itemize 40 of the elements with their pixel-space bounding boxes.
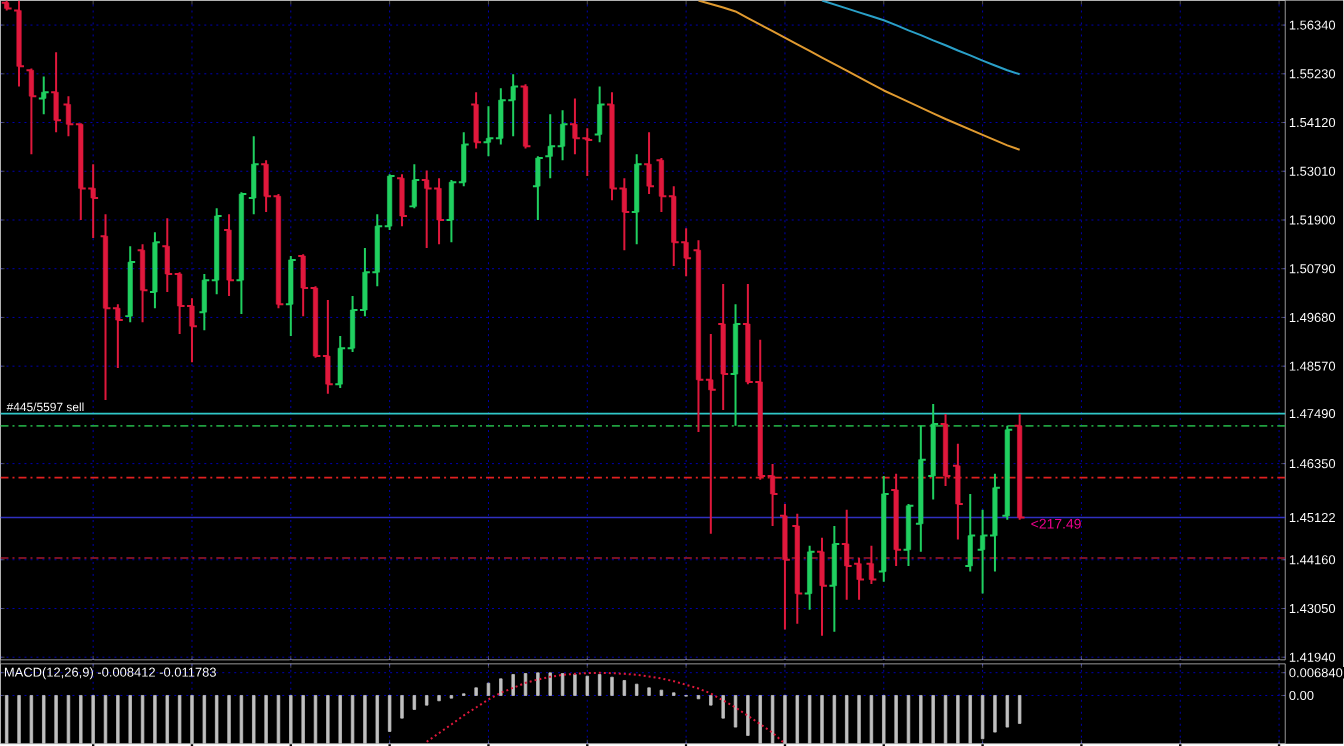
candlestick: [1001, 424, 1014, 521]
candlestick: [865, 544, 878, 585]
candlestick: [717, 282, 730, 411]
candlestick: [853, 556, 865, 601]
candlestick: [124, 245, 137, 323]
candlestick: [284, 254, 297, 337]
candlestick: [593, 85, 606, 143]
candlestick: [0, 0, 13, 12]
candlestick: [136, 242, 149, 323]
candlestick: [803, 544, 816, 611]
candlestick: [890, 472, 903, 567]
candlestick: [148, 231, 161, 309]
candlestick: [927, 402, 940, 501]
candlestick: [25, 67, 38, 155]
candlestick: [37, 75, 50, 115]
candlestick: [408, 162, 421, 209]
candlestick: [729, 302, 742, 427]
candlestick: [531, 155, 544, 221]
candlestick: [964, 492, 977, 573]
candlestick: [951, 442, 964, 541]
candlestick: [914, 424, 927, 553]
candlestick: [840, 508, 853, 601]
candlestick: [877, 474, 890, 583]
candlestick: [791, 512, 804, 625]
candlestick: [519, 83, 532, 150]
candlestick: [1013, 412, 1026, 521]
candlestick: [396, 173, 408, 227]
candlestick: [643, 130, 655, 195]
candlestick: [816, 536, 828, 637]
candlestick: [223, 213, 235, 297]
candlestick: [630, 152, 643, 245]
candlestick: [235, 191, 248, 315]
candlestick: [13, 0, 25, 88]
candlestick: [247, 134, 260, 215]
candlestick: [828, 524, 841, 633]
candlestick: [902, 502, 915, 567]
candlestick: [470, 90, 483, 150]
candlestick: [50, 51, 63, 133]
candlestick: [779, 502, 791, 631]
candlestick: [939, 412, 952, 487]
